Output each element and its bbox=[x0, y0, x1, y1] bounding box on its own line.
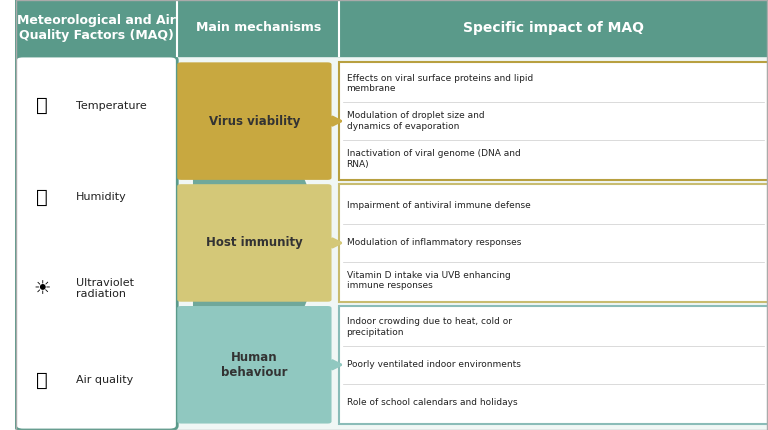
Text: Inactivation of viral genome (DNA and
RNA): Inactivation of viral genome (DNA and RN… bbox=[346, 149, 521, 169]
Text: Ultraviolet
radiation: Ultraviolet radiation bbox=[76, 278, 134, 299]
Text: Vitamin D intake via UVB enhancing
immune responses: Vitamin D intake via UVB enhancing immun… bbox=[346, 271, 510, 290]
FancyBboxPatch shape bbox=[339, 0, 768, 56]
Text: ☀: ☀ bbox=[33, 279, 51, 298]
FancyBboxPatch shape bbox=[177, 62, 332, 180]
FancyBboxPatch shape bbox=[177, 184, 332, 302]
Text: Human
behaviour: Human behaviour bbox=[221, 351, 288, 379]
Text: Humidity: Humidity bbox=[76, 192, 127, 202]
Text: Indoor crowding due to heat, cold or
precipitation: Indoor crowding due to heat, cold or pre… bbox=[346, 317, 511, 337]
FancyBboxPatch shape bbox=[15, 0, 177, 56]
FancyBboxPatch shape bbox=[339, 62, 768, 180]
Text: 💧: 💧 bbox=[36, 188, 48, 207]
Text: Effects on viral surface proteins and lipid
membrane: Effects on viral surface proteins and li… bbox=[346, 74, 533, 93]
FancyBboxPatch shape bbox=[15, 56, 177, 430]
FancyBboxPatch shape bbox=[15, 56, 768, 430]
Text: Air quality: Air quality bbox=[76, 375, 133, 385]
FancyBboxPatch shape bbox=[339, 184, 768, 302]
FancyBboxPatch shape bbox=[339, 306, 768, 424]
Text: Meteorological and Air
Quality Factors (MAQ): Meteorological and Air Quality Factors (… bbox=[17, 14, 176, 42]
Text: Host immunity: Host immunity bbox=[206, 237, 303, 249]
Text: Temperature: Temperature bbox=[76, 101, 147, 111]
Text: Role of school calendars and holidays: Role of school calendars and holidays bbox=[346, 398, 517, 407]
FancyBboxPatch shape bbox=[177, 306, 332, 424]
Text: Impairment of antiviral immune defense: Impairment of antiviral immune defense bbox=[346, 201, 531, 210]
Text: Main mechanisms: Main mechanisms bbox=[196, 22, 321, 34]
Text: 🏭: 🏭 bbox=[36, 371, 48, 390]
Text: Virus viability: Virus viability bbox=[209, 115, 300, 128]
Text: Modulation of inflammatory responses: Modulation of inflammatory responses bbox=[346, 239, 521, 247]
Polygon shape bbox=[192, 108, 332, 378]
Text: Poorly ventilated indoor environments: Poorly ventilated indoor environments bbox=[346, 360, 521, 369]
Text: Specific impact of MAQ: Specific impact of MAQ bbox=[463, 21, 644, 35]
FancyBboxPatch shape bbox=[177, 0, 339, 56]
Text: 🌡: 🌡 bbox=[36, 96, 48, 115]
Text: Modulation of droplet size and
dynamics of evaporation: Modulation of droplet size and dynamics … bbox=[346, 111, 484, 131]
